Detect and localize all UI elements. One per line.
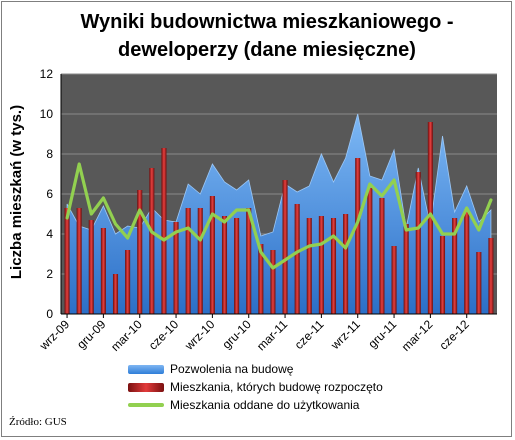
bar-started (306, 218, 312, 314)
y-tick-labels: 0 2 4 6 8 10 12 (40, 67, 54, 321)
bar-started (88, 220, 94, 314)
bar-started (367, 188, 373, 314)
bar-started (76, 208, 82, 314)
bar-started (439, 236, 446, 314)
bar-started (282, 180, 288, 314)
legend-swatch-bar (128, 382, 164, 392)
legend-item-permits: Pozwolenia na budowę (128, 360, 428, 378)
bar-started (330, 218, 337, 314)
bar-started (125, 250, 131, 314)
bar-started (270, 250, 276, 314)
bar-started (161, 148, 167, 314)
y-tick-label: 12 (40, 67, 54, 81)
legend: Pozwolenia na budowę Mieszkania, których… (128, 360, 428, 414)
bar-started (343, 214, 349, 314)
bar-series (64, 122, 494, 314)
bar-started (379, 198, 385, 314)
x-tick-label: wrz-11 (327, 317, 363, 353)
legend-label-started: Mieszkania, których budowę rozpoczęto (170, 380, 383, 394)
axes (60, 74, 497, 318)
legend-swatch-area (128, 364, 164, 374)
y-tick-label: 6 (46, 187, 53, 201)
bar-started (246, 208, 252, 314)
bar-started (137, 190, 143, 314)
y-tick-label: 0 (46, 307, 53, 321)
line-completed (65, 162, 493, 270)
bar-started (173, 222, 179, 314)
bar-started (209, 196, 215, 314)
legend-label-permits: Pozwolenia na budowę (170, 362, 294, 376)
x-tick-labels: wrz-09 gru-09 mar-10 cze-10 wrz-10 gru-10 mar-… (36, 317, 472, 354)
bar-started (464, 212, 470, 314)
y-tick-label: 8 (46, 147, 53, 161)
source-note: Źródło: GUS (9, 416, 67, 428)
bar-started (391, 246, 397, 314)
bar-started (415, 172, 421, 314)
x-tick-label: mar-12 (399, 317, 436, 354)
x-tick-label: wrz-09 (36, 317, 72, 353)
bar-started (427, 122, 433, 314)
line-series (65, 162, 493, 270)
x-tick-label: cze-11 (292, 317, 327, 352)
bar-started (258, 244, 264, 314)
bar-started (476, 252, 482, 314)
legend-item-completed: Mieszkania oddane do użytkowania (128, 396, 428, 414)
bar-started (149, 168, 155, 314)
bar-started (318, 216, 324, 314)
bar-started (403, 224, 409, 314)
bar-started (100, 228, 106, 314)
bar-started (64, 208, 70, 314)
bar-started (185, 208, 191, 314)
bar-started (452, 218, 458, 314)
y-tick-label: 10 (40, 107, 54, 121)
bar-started (355, 158, 361, 314)
bar-started (197, 208, 203, 314)
bar-started (112, 274, 119, 314)
x-tick-label: gru-10 (219, 317, 254, 352)
chart-title: Wyniki budownictwa mieszkaniowego - dewe… (80, 11, 454, 61)
bar-started (294, 204, 300, 314)
bar-started (221, 216, 228, 314)
x-tick-label: mar-11 (254, 317, 290, 353)
x-tick-label: cze-10 (146, 317, 182, 353)
bar-started (488, 238, 494, 314)
legend-swatch-line (128, 403, 164, 407)
y-tick-label: 4 (46, 227, 53, 241)
y-tick-label: 2 (46, 267, 53, 281)
legend-item-started: Mieszkania, których budowę rozpoczęto (128, 378, 428, 396)
x-tick-label: mar-10 (108, 317, 145, 354)
x-tick-label: wrz-10 (181, 317, 217, 353)
x-tick-label: cze-12 (436, 317, 472, 353)
bar-started (234, 218, 240, 314)
x-tick-label: gru-11 (365, 317, 399, 351)
x-tick-label: gru-09 (74, 317, 109, 352)
legend-label-completed: Mieszkania oddane do użytkowania (170, 398, 360, 412)
